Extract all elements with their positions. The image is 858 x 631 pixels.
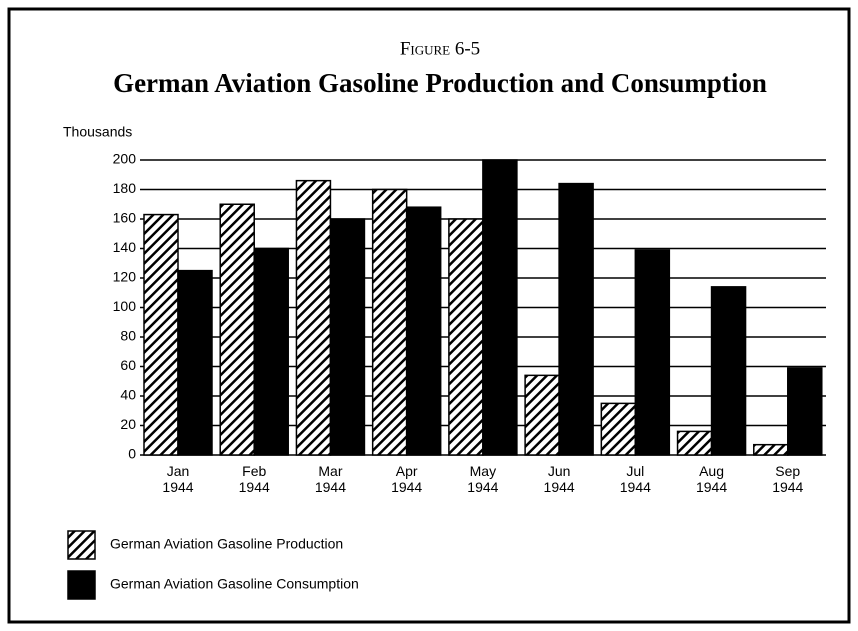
- x-tick-label: Jul 1944: [619, 463, 651, 495]
- x-tick-label: Sep 1944: [772, 463, 804, 495]
- bar: [371, 188, 408, 456]
- bar: [600, 402, 637, 456]
- bar: [295, 179, 332, 456]
- bar: [558, 182, 594, 456]
- x-tick-label: Jun 1944: [543, 463, 575, 495]
- y-tick-label: 0: [128, 446, 136, 462]
- chart-title: German Aviation Gasoline Production and …: [113, 68, 767, 98]
- x-tick-label: Mar 1944: [314, 463, 347, 495]
- bar: [143, 213, 179, 456]
- legend-label: German Aviation Gasoline Production: [110, 536, 343, 552]
- bar: [710, 286, 747, 456]
- x-tick-label: May 1944: [467, 463, 499, 495]
- y-tick-label: 140: [113, 239, 137, 255]
- y-tick-label: 160: [113, 210, 137, 226]
- bar: [753, 443, 789, 456]
- x-tick-label: Aug 1944: [695, 463, 728, 495]
- frame: [7, 7, 851, 624]
- bar: [634, 249, 671, 456]
- y-tick-label: 120: [113, 269, 137, 285]
- legend-swatch: [67, 530, 96, 560]
- y-tick-label: 60: [120, 357, 136, 373]
- bar: [405, 206, 442, 456]
- y-tick-label: 180: [113, 180, 137, 196]
- y-tick-label: 80: [120, 328, 136, 344]
- x-tick-label: Feb 1944: [238, 463, 270, 495]
- bar: [676, 430, 713, 456]
- bar: [219, 203, 255, 456]
- figure-label: Figure 6-5: [400, 38, 480, 59]
- y-tick-label: 200: [113, 151, 137, 167]
- y-tick-label: 20: [120, 416, 136, 432]
- x-tick-label: Jan 1944: [162, 463, 194, 495]
- legend-label: German Aviation Gasoline Consumption: [110, 576, 359, 592]
- bar: [329, 218, 366, 456]
- bar: [787, 367, 823, 456]
- y-axis-label: Thousands: [63, 124, 132, 140]
- bar: [253, 247, 289, 456]
- legend-swatch: [67, 570, 96, 600]
- y-tick-label: 40: [120, 387, 136, 403]
- bar: [482, 159, 518, 456]
- bar: [448, 218, 484, 456]
- bar: [177, 269, 213, 456]
- x-tick-label: Apr 1944: [391, 463, 423, 495]
- y-tick-label: 100: [113, 298, 137, 314]
- bar: [524, 374, 560, 456]
